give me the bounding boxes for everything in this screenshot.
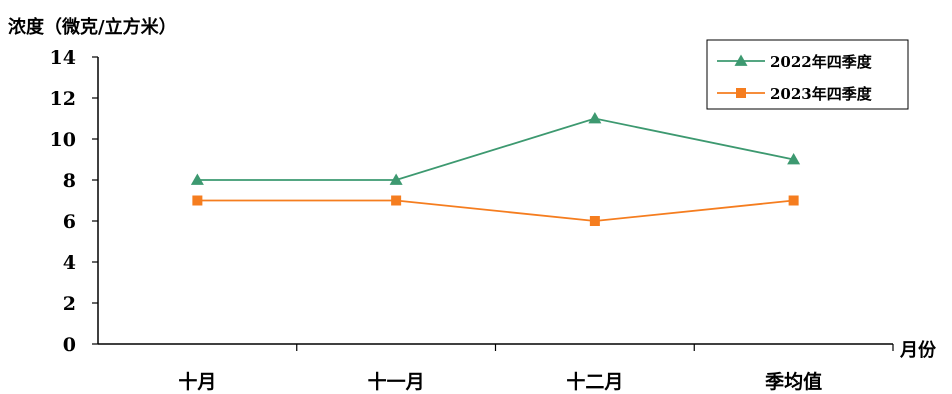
y-tick-label: 10 xyxy=(50,129,76,151)
data-point xyxy=(190,173,204,185)
series-line xyxy=(197,199,794,222)
y-tick-label: 2 xyxy=(63,293,76,315)
data-point xyxy=(391,195,402,206)
y-tick-label: 12 xyxy=(50,88,76,110)
series-line xyxy=(197,117,794,181)
legend-label: 2023年四季度 xyxy=(770,85,873,103)
series-1 xyxy=(190,112,801,185)
legend-item-2: 2023年四季度 xyxy=(717,85,873,103)
x-ticks: 十月 十一月 十二月 季均值 xyxy=(178,344,894,393)
y-tick-label: 8 xyxy=(63,170,76,192)
data-point xyxy=(788,195,799,206)
legend-marker xyxy=(736,88,746,98)
y-tick-label: 0 xyxy=(63,334,76,356)
x-tick-label: 十二月 xyxy=(566,370,623,393)
x-tick-label: 十月 xyxy=(178,370,216,393)
series-2 xyxy=(192,195,799,226)
x-tick-label: 季均值 xyxy=(765,370,822,393)
y-tick-label: 14 xyxy=(50,47,76,69)
y-axis-title: 浓度（微克/立方米） xyxy=(8,16,177,38)
legend-label: 2022年四季度 xyxy=(770,53,873,71)
data-point xyxy=(589,216,600,226)
x-axis-title: 月份 xyxy=(899,339,937,361)
data-point xyxy=(588,112,602,124)
legend-item-1: 2022年四季度 xyxy=(717,53,873,71)
legend: 2022年四季度 2023年四季度 xyxy=(706,39,909,110)
y-tick-label: 6 xyxy=(63,211,76,233)
x-tick-label: 十一月 xyxy=(368,370,425,393)
data-point xyxy=(192,195,203,206)
data-point xyxy=(787,153,801,165)
data-point xyxy=(389,173,403,185)
y-ticks: 0 2 4 6 8 10 12 14 xyxy=(50,47,98,356)
legend-marker xyxy=(734,54,748,66)
y-tick-label: 4 xyxy=(63,252,76,274)
series-group xyxy=(190,112,801,226)
